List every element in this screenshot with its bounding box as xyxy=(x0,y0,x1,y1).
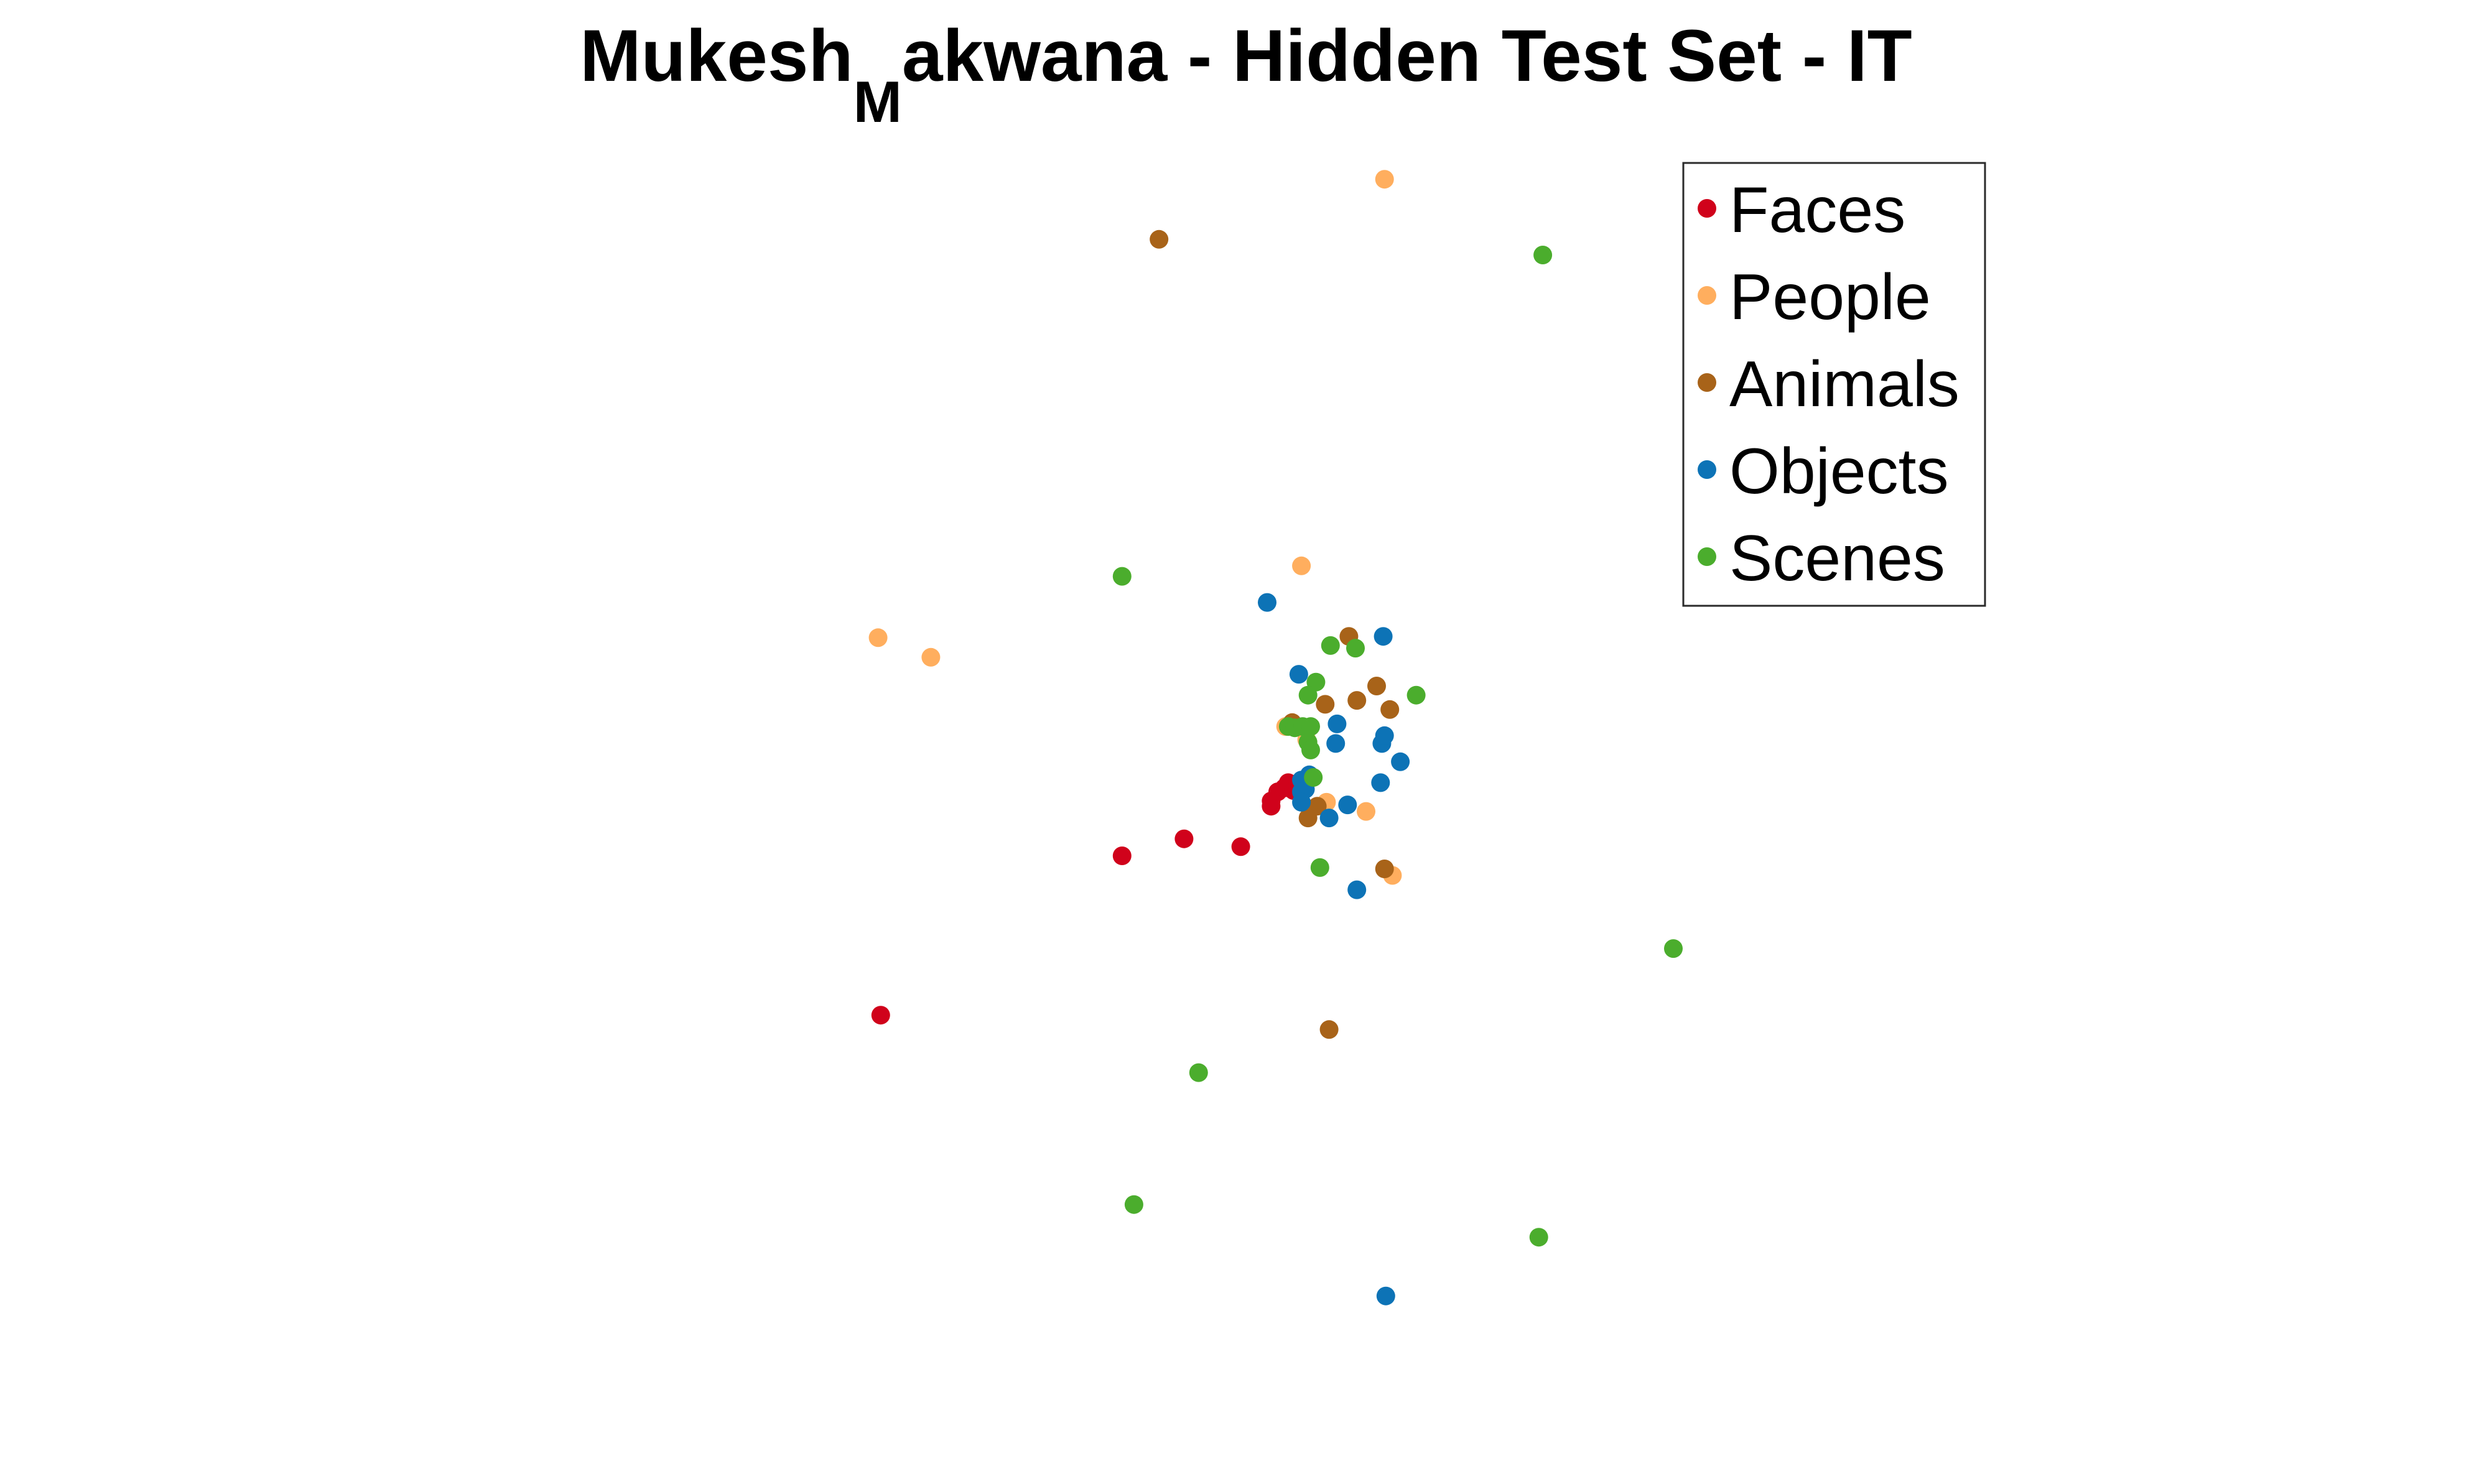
scenes-point-14 xyxy=(1304,768,1323,787)
animals-point-1 xyxy=(1150,230,1169,249)
animals-point-6 xyxy=(1380,700,1400,719)
objects-point-8 xyxy=(1391,752,1410,771)
legend-marker-scenes xyxy=(1698,547,1716,566)
scenes-point-16 xyxy=(1664,939,1683,958)
scenes-point-5 xyxy=(1346,639,1365,658)
people-point-8 xyxy=(1357,802,1375,821)
animals-point-10 xyxy=(1375,860,1394,878)
animals-point-3 xyxy=(1316,695,1335,714)
legend-label-people: People xyxy=(1729,261,1931,333)
legend-label-scenes: Scenes xyxy=(1729,522,1945,595)
plot-area xyxy=(868,170,1683,1305)
legend-entry-people: People xyxy=(1698,261,1931,333)
objects-point-11 xyxy=(1319,809,1339,828)
legend-entry-objects: Objects xyxy=(1698,435,1949,508)
objects-point-5 xyxy=(1326,734,1346,753)
scenes-point-7 xyxy=(1298,685,1318,705)
scenes-point-6 xyxy=(1406,685,1426,705)
scenes-point-3 xyxy=(1321,636,1340,655)
legend-marker-faces xyxy=(1698,199,1716,218)
objects-point-10 xyxy=(1338,795,1357,815)
people-point-2 xyxy=(1292,556,1311,575)
faces-point-2 xyxy=(1112,846,1132,865)
objects-point-1 xyxy=(1258,593,1276,612)
chart-title-subscript: M xyxy=(853,69,902,134)
objects-point-4 xyxy=(1327,714,1347,733)
legend-label-faces: Faces xyxy=(1729,174,1905,246)
scenes-point-17 xyxy=(1189,1063,1208,1082)
legend: Faces People Animals Objects Scenes xyxy=(1682,162,1986,607)
scenes-point-13 xyxy=(1301,740,1320,759)
series-scenes xyxy=(1112,246,1683,1247)
people-point-3 xyxy=(868,628,888,647)
chart-title: MukeshMakwana - Hidden Test Set - IT xyxy=(580,15,1912,134)
objects-point-17 xyxy=(1292,792,1311,812)
scenes-point-19 xyxy=(1529,1228,1548,1247)
legend-entry-animals: Animals xyxy=(1698,348,1960,420)
animals-point-11 xyxy=(1319,1020,1339,1039)
objects-point-9 xyxy=(1371,773,1390,792)
legend-box xyxy=(1682,162,1986,607)
faces-point-1 xyxy=(871,1006,890,1025)
chart-title-part-2: akwana - Hidden Test Set - IT xyxy=(902,15,1912,97)
legend-entry-scenes: Scenes xyxy=(1698,522,1945,595)
scenes-point-18 xyxy=(1124,1195,1143,1214)
scenes-point-11 xyxy=(1301,717,1320,736)
scenes-point-15 xyxy=(1310,858,1329,877)
legend-label-animals: Animals xyxy=(1729,348,1960,420)
scenes-point-1 xyxy=(1533,246,1553,264)
legend-label-objects: Objects xyxy=(1729,435,1949,508)
objects-point-12 xyxy=(1347,880,1367,899)
objects-point-18 xyxy=(1376,1286,1395,1305)
objects-point-7 xyxy=(1375,726,1394,745)
legend-marker-animals xyxy=(1698,373,1716,392)
animals-point-9 xyxy=(1298,809,1318,828)
series-objects xyxy=(1258,593,1410,1305)
objects-point-3 xyxy=(1289,665,1308,684)
legend-marker-people xyxy=(1698,286,1716,305)
series-faces xyxy=(871,773,1307,1025)
legend-marker-objects xyxy=(1698,460,1716,479)
legend-entry-faces: Faces xyxy=(1698,174,1905,246)
people-point-1 xyxy=(1375,170,1394,189)
objects-point-2 xyxy=(1374,627,1393,646)
scenes-point-2 xyxy=(1112,567,1132,586)
faces-point-4 xyxy=(1231,837,1250,856)
animals-point-4 xyxy=(1347,691,1367,710)
faces-point-3 xyxy=(1174,829,1194,848)
series-animals xyxy=(1150,230,1400,1039)
chart-title-part-1: Mukesh xyxy=(580,15,853,97)
animals-point-5 xyxy=(1367,677,1386,695)
people-point-4 xyxy=(921,647,941,667)
